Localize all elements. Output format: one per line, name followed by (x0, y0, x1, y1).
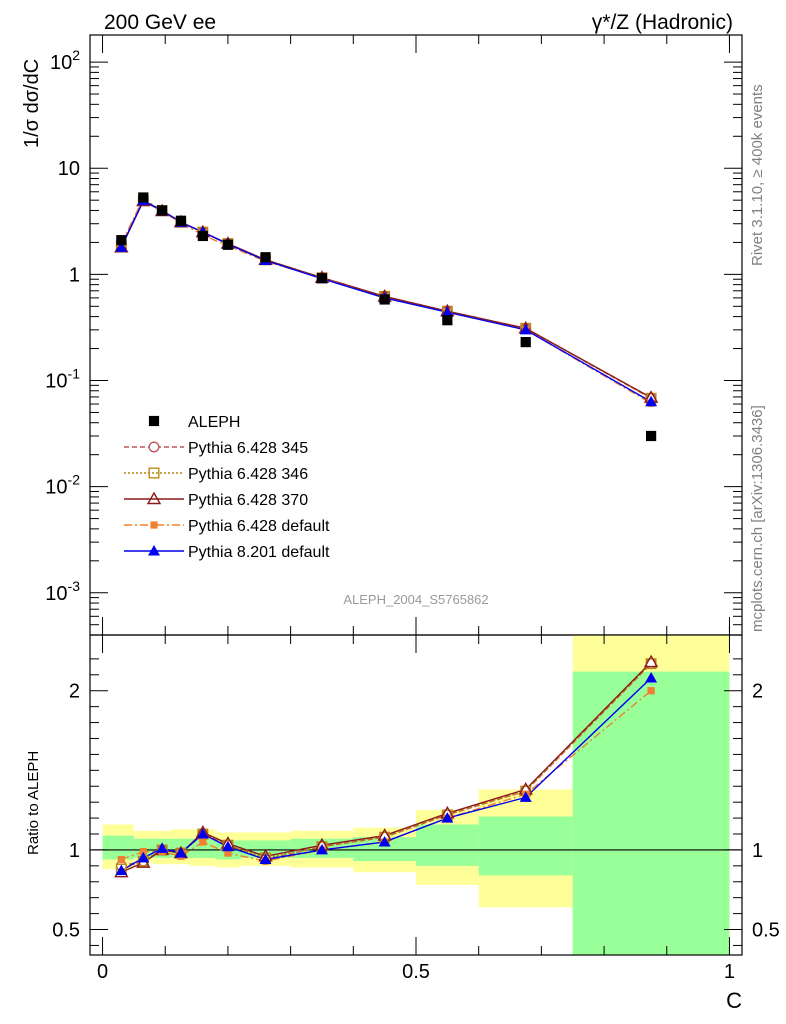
legend-label-pythia-8-201-default: Pythia 8.201 default (188, 544, 330, 561)
top-point-aleph (316, 273, 328, 284)
bottom-ylabel: Ratio to ALEPH (25, 751, 42, 855)
top-point-pythia-8-201-default (645, 395, 658, 407)
ratio-y-tick-label-left: 2 (69, 681, 80, 703)
ratio-point-pythia-6-428-default (139, 847, 147, 856)
uncertainty-band-green (102, 835, 134, 860)
top-point-aleph (138, 192, 149, 203)
legend-label-pythia-6-428-345: Pythia 6.428 345 (188, 440, 308, 457)
ratio-point-pythia-6-428-default (647, 687, 655, 695)
ratio-point-pythia-8-201-default (259, 853, 272, 864)
top-point-aleph (116, 235, 127, 246)
ratio-point-pythia-8-201-default (156, 842, 169, 853)
top-point-aleph (520, 337, 531, 348)
top-point-aleph (379, 294, 390, 305)
rivet-label: Rivet 3.1.10, ≥ 400k events (749, 84, 766, 266)
ratio-point-pythia-8-201-default (115, 864, 128, 876)
watermark: ALEPH_2004_S5765862 (343, 592, 488, 607)
legend-marker-pythia-6-428-346 (148, 467, 160, 479)
ratio-y-tick-label-left: 0.5 (52, 920, 80, 942)
legend-label-aleph: ALEPH (188, 414, 240, 431)
main-distribution-panel: 10-3 10-2 10-1 1 10 102 1/σ dσ/dC ALEPH_2004_… (21, 34, 743, 636)
top-point-pythia-8-201-default (441, 306, 454, 317)
ratio-point-pythia-8-201-default (315, 843, 328, 855)
top-ylabel: 1/σ dσ/dC (21, 59, 43, 148)
top-point-aleph (197, 230, 208, 242)
top-point-pythia-8-201-default (115, 241, 128, 252)
top-point-aleph (175, 215, 187, 226)
legend-marker-pythia-6-428-default (150, 521, 158, 529)
ratio-y-tick-label-right: 2 (752, 681, 763, 703)
x-tick-label: 0 (97, 961, 108, 983)
top-point-pythia-8-201-default (519, 323, 532, 335)
legend: ALEPH Pythia 6.428 345 Pythia 6.428 346 Pyt… (124, 414, 330, 561)
mcplots-label: mcplots.cern.ch [arXiv:1306.3436] (749, 405, 766, 632)
top-point-aleph (260, 252, 271, 263)
ratio-point-pythia-8-201-default (519, 791, 532, 802)
ratio-point-pythia-8-201-default (441, 812, 454, 823)
ratio-point-pythia-6-428-default (117, 855, 125, 864)
top-y-tick-label: 10-1 (45, 365, 80, 392)
ratio-point-pythia-6-428-default (224, 849, 232, 857)
legend-label-pythia-6-428-370: Pythia 6.428 370 (188, 492, 308, 509)
uncertainty-band-green (353, 837, 416, 862)
top-y-tick-label: 10-3 (45, 578, 80, 605)
legend-marker-aleph (148, 415, 160, 427)
uncertainty-band-green (572, 671, 730, 955)
top-point-aleph (156, 205, 168, 216)
top-y-tick-label: 102 (50, 47, 80, 74)
top-point-aleph (222, 239, 234, 250)
uncertainty-band-green (478, 816, 573, 876)
ratio-y-tick-label-right: 0.5 (752, 920, 780, 942)
legend-label-pythia-6-428-346: Pythia 6.428 346 (188, 466, 308, 483)
x-tick-label: 1 (724, 961, 735, 983)
ratio-panel: 0.5 0.5 1 1 2 2 0 0.5 1 Ratio to ALEPH C (25, 634, 780, 1013)
ratio-y-tick-label-right: 1 (752, 840, 763, 862)
uncertainty-band-green (416, 824, 479, 866)
top-y-tick-label: 10-2 (45, 472, 80, 499)
legend-marker-pythia-6-428-345 (148, 441, 160, 453)
legend-label-pythia-6-428-default: Pythia 6.428 default (188, 518, 330, 535)
legend-marker-pythia-6-428-370 (146, 491, 162, 505)
top-y-tick-label: 10 (58, 158, 80, 180)
ratio-point-pythia-8-201-default (645, 671, 658, 683)
ratio-point-pythia-6-428-default (199, 838, 207, 846)
ratio-point-pythia-8-201-default (378, 835, 391, 847)
top-point-aleph (645, 430, 657, 442)
ratio-y-tick-label-left: 1 (69, 840, 80, 862)
ratio-point-pythia-8-201-default (137, 851, 150, 863)
top-point-aleph (442, 315, 453, 326)
ratio-point-pythia-8-201-default (221, 840, 234, 852)
xlabel: C (726, 988, 742, 1013)
x-tick-label: 0.5 (402, 961, 430, 983)
ratio-point-pythia-6-428-370 (643, 654, 659, 668)
uncertainty-band-green (190, 838, 216, 858)
header-left-title: 200 GeV ee (104, 11, 216, 34)
top-y-tick-label: 1 (69, 264, 80, 286)
legend-marker-pythia-8-201-default (148, 545, 160, 556)
header-right-title: γ*/Z (Hadronic) (592, 11, 733, 34)
ratio-point-pythia-8-201-default (174, 847, 187, 858)
ratio-point-pythia-8-201-default (196, 828, 209, 839)
